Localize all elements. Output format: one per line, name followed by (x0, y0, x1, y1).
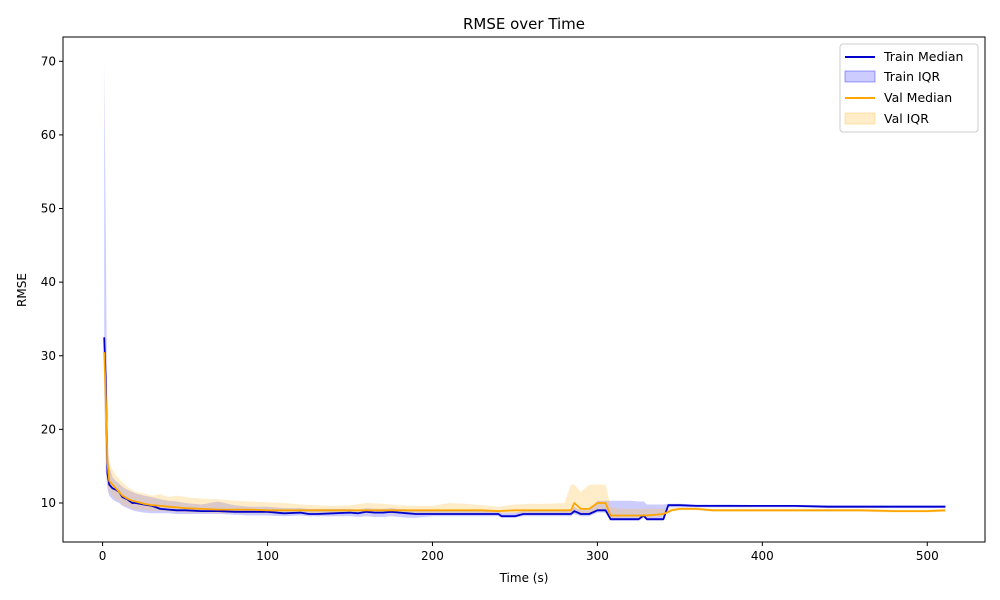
x-tick-label: 300 (586, 549, 609, 563)
median-lines (103, 337, 946, 521)
y-axis-label: RMSE (15, 273, 29, 307)
legend-label-val-median: Val Median (884, 90, 952, 105)
legend: Train Median Train IQR Val Median Val IQ… (839, 43, 979, 133)
y-tick-label: 70 (41, 54, 56, 68)
y-tick-label: 20 (41, 422, 56, 436)
val-iqr-band (104, 333, 946, 518)
y-axis-ticks: 10 20 30 40 50 60 70 (41, 54, 63, 510)
y-tick-label: 40 (41, 275, 56, 289)
legend-box (839, 43, 979, 133)
x-tick-label: 0 (99, 549, 107, 563)
chart-title: RMSE over Time (463, 15, 585, 33)
legend-swatch-val-iqr (844, 112, 876, 125)
x-axis-ticks: 0 100 200 300 400 500 (99, 542, 939, 563)
legend-swatch-train-iqr (844, 70, 876, 83)
x-axis-label: Time (s) (499, 571, 549, 585)
y-tick-label: 50 (41, 202, 56, 216)
x-tick-label: 200 (421, 549, 444, 563)
x-tick-label: 400 (751, 549, 774, 563)
y-tick-label: 30 (41, 349, 56, 363)
legend-label-train-median: Train Median (883, 49, 963, 64)
y-tick-label: 60 (41, 128, 56, 142)
x-tick-label: 100 (256, 549, 279, 563)
plot-frame (62, 36, 986, 543)
legend-label-val-iqr: Val IQR (884, 111, 929, 126)
val-median-line (103, 352, 946, 517)
y-tick-label: 10 (41, 496, 56, 510)
legend-label-train-iqr: Train IQR (883, 69, 940, 84)
train-median-line (103, 337, 946, 521)
x-tick-label: 500 (916, 549, 939, 563)
iqr-bands (104, 61, 946, 521)
